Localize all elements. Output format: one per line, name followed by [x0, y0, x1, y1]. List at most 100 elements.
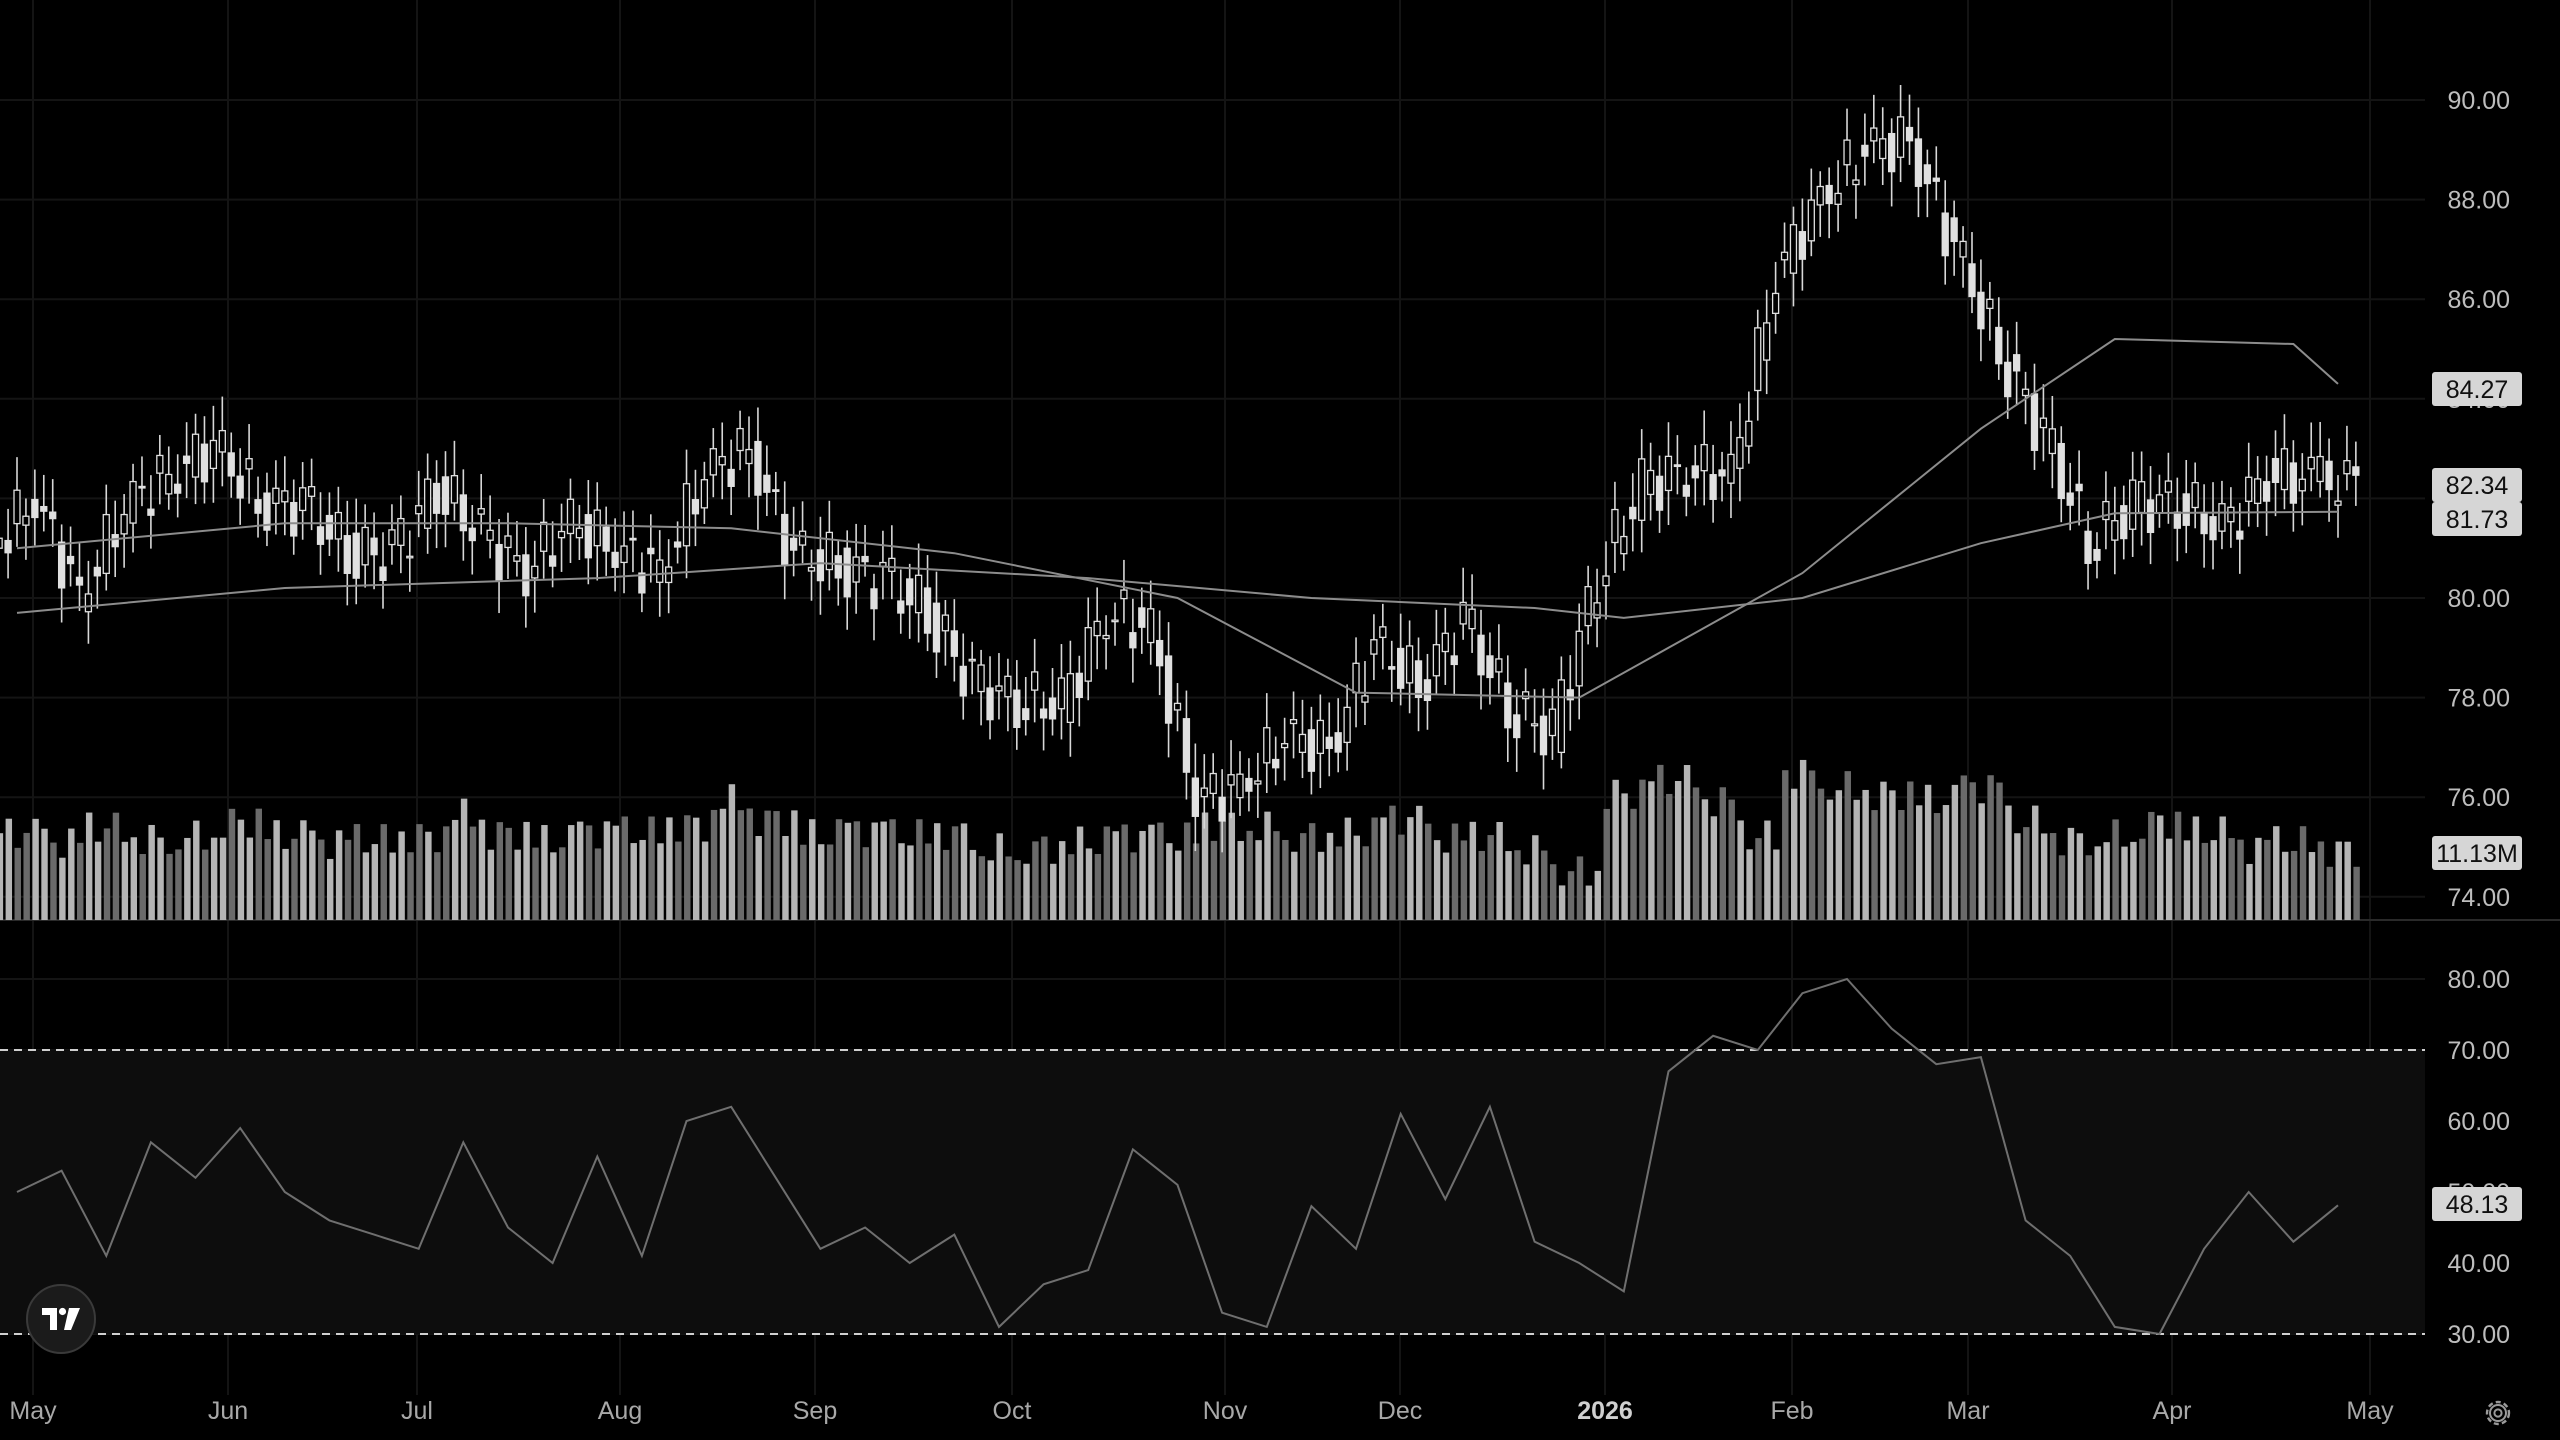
- volume-bar: [1692, 787, 1700, 920]
- volume-bar: [1755, 838, 1762, 920]
- volume-bar: [880, 821, 887, 920]
- candle-body: [2227, 506, 2235, 523]
- volume-bar: [541, 825, 548, 920]
- candle-body: [977, 664, 985, 693]
- volume-bar: [264, 839, 271, 920]
- volume-bar: [5, 818, 13, 920]
- candle-body: [209, 439, 218, 470]
- candle-body: [254, 499, 262, 514]
- ma-value-label: 84.27: [2432, 372, 2522, 406]
- volume-bar: [1603, 808, 1610, 920]
- candle-body: [548, 555, 557, 567]
- candle-body: [1138, 607, 1146, 628]
- volume-bar: [59, 857, 66, 920]
- volume-bar: [2049, 833, 2057, 920]
- volume-bar: [853, 821, 861, 920]
- volume-bar: [416, 824, 423, 920]
- candle-body: [2146, 499, 2155, 534]
- candle-body: [1611, 508, 1619, 544]
- candle-body: [423, 478, 432, 529]
- candle-body: [477, 508, 485, 515]
- volume-bar: [121, 841, 129, 920]
- candle-body: [57, 541, 66, 589]
- volume-bar: [862, 847, 870, 920]
- candle-body: [1548, 708, 1557, 737]
- candle-body: [914, 574, 923, 614]
- volume-bar: [835, 819, 843, 920]
- volume-bar: [1041, 836, 1048, 920]
- candle-body: [789, 537, 798, 551]
- candle-body: [745, 448, 753, 465]
- candle-body: [2316, 455, 2324, 483]
- candle-body: [2030, 393, 2039, 451]
- candle-body: [557, 530, 566, 539]
- tradingview-logo-icon[interactable]: [26, 1284, 96, 1354]
- candle-body: [1575, 630, 1583, 687]
- volume-bar: [1505, 851, 1512, 920]
- candle-body: [1825, 184, 1833, 205]
- candle-body: [1780, 251, 1789, 261]
- volume-bar: [1192, 843, 1200, 920]
- candle-body: [1905, 126, 1914, 142]
- volume-bar: [2308, 852, 2316, 920]
- candle-body: [272, 487, 280, 504]
- gear-icon[interactable]: [2478, 1393, 2518, 1433]
- volume-bar: [1335, 846, 1343, 920]
- volume-bar: [130, 837, 138, 920]
- volume-bar: [309, 830, 316, 920]
- osc-tick-label: 60.00: [2447, 1108, 2510, 1136]
- candle-body: [1513, 714, 1521, 739]
- volume-bar: [934, 823, 941, 920]
- candle-body: [1834, 192, 1842, 205]
- candle-body: [1414, 660, 1423, 699]
- volume-bar: [1300, 833, 1307, 920]
- volume-bar: [2335, 841, 2342, 920]
- volume-bar: [550, 852, 557, 920]
- volume-bar: [1451, 823, 1459, 920]
- candle-body: [798, 530, 807, 546]
- candle-body: [0, 537, 3, 549]
- volume-bar: [1960, 775, 1968, 920]
- volume-bar: [1433, 840, 1441, 920]
- candle-body: [861, 555, 869, 563]
- volume-bar: [1255, 840, 1262, 920]
- time-axis-label: May: [2346, 1397, 2394, 1425]
- candle-body: [2262, 481, 2271, 502]
- candle-body: [415, 505, 423, 515]
- time-axis-label: Sep: [793, 1397, 837, 1425]
- volume-bar: [1308, 823, 1316, 920]
- candle-body: [1879, 138, 1887, 160]
- volume-bar: [764, 810, 771, 920]
- volume-bar: [425, 831, 432, 920]
- candle-body: [406, 555, 414, 559]
- candle-body: [2343, 460, 2351, 475]
- candle-body: [218, 429, 226, 453]
- candle-body: [1039, 708, 1048, 719]
- volume-bar: [1567, 871, 1575, 920]
- candle-body: [1977, 291, 1985, 330]
- volume-bar: [1317, 851, 1325, 920]
- volume-bar: [300, 820, 307, 920]
- candle-body: [1209, 772, 1217, 795]
- volume-bar: [1674, 781, 1682, 920]
- candle-body: [1896, 116, 1905, 158]
- volume-bar: [255, 808, 262, 920]
- candle-body: [468, 527, 476, 542]
- volume-bar: [85, 812, 93, 920]
- volume-bar: [291, 838, 298, 920]
- candle-body: [736, 427, 744, 452]
- volume-bar: [1362, 846, 1369, 920]
- candle-body: [1709, 474, 1717, 500]
- volume-bar: [2112, 819, 2119, 920]
- volume-bar: [826, 844, 834, 920]
- oscillator-line: [16, 977, 2339, 1336]
- volume-bar: [1907, 781, 1914, 920]
- volume-bar: [282, 848, 289, 920]
- volume-bar: [612, 825, 620, 920]
- volume-bar: [1496, 821, 1503, 920]
- volume-series: [0, 759, 2360, 920]
- time-axis-label: Dec: [1378, 1397, 1422, 1425]
